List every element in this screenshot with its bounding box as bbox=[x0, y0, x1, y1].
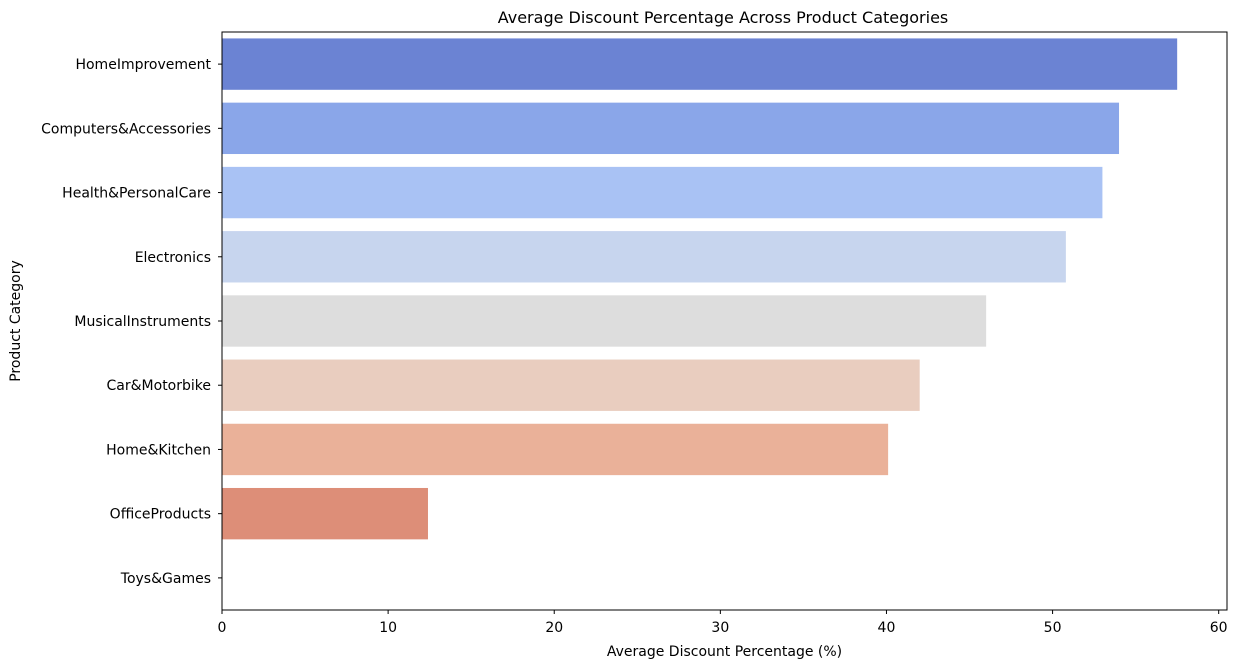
bar-3 bbox=[222, 231, 1066, 283]
y-tick-label: Toys&Games bbox=[120, 571, 211, 587]
x-tick-label: 20 bbox=[545, 620, 563, 636]
y-tick-label: Computers&Accessories bbox=[41, 121, 211, 137]
y-axis-label: Product Category bbox=[8, 260, 24, 382]
bar-7 bbox=[222, 487, 428, 540]
plot-frame bbox=[221, 31, 1228, 611]
bar-4 bbox=[222, 295, 987, 347]
x-tick-label: 0 bbox=[218, 620, 227, 636]
y-tick-label: Car&Motorbike bbox=[107, 378, 211, 394]
x-axis-ticks: 0 10 20 30 40 50 60 bbox=[218, 610, 1228, 636]
x-tick-label: 30 bbox=[711, 620, 729, 636]
y-tick-label: Electronics bbox=[135, 250, 211, 266]
y-axis-ticks: HomeImprovement Computers&Accessories Heal… bbox=[41, 57, 222, 587]
bar-1 bbox=[222, 102, 1120, 155]
bars-group bbox=[222, 38, 1178, 540]
y-tick-label: HomeImprovement bbox=[75, 57, 211, 73]
y-tick-label: Home&Kitchen bbox=[106, 442, 211, 458]
x-tick-label: 50 bbox=[1044, 620, 1062, 636]
bar-6 bbox=[222, 423, 889, 476]
x-axis-label: Average Discount Percentage (%) bbox=[607, 644, 842, 660]
x-tick-label: 40 bbox=[878, 620, 896, 636]
y-tick-label: MusicalInstruments bbox=[74, 314, 211, 330]
bar-5 bbox=[222, 359, 920, 411]
chart-title: Average Discount Percentage Across Produ… bbox=[498, 8, 949, 27]
x-tick-label: 60 bbox=[1210, 620, 1228, 636]
bar-2 bbox=[222, 166, 1103, 219]
y-tick-label: OfficeProducts bbox=[110, 507, 211, 523]
bar-0 bbox=[222, 38, 1178, 90]
x-tick-label: 10 bbox=[379, 620, 397, 636]
y-tick-label: Health&PersonalCare bbox=[62, 186, 211, 202]
